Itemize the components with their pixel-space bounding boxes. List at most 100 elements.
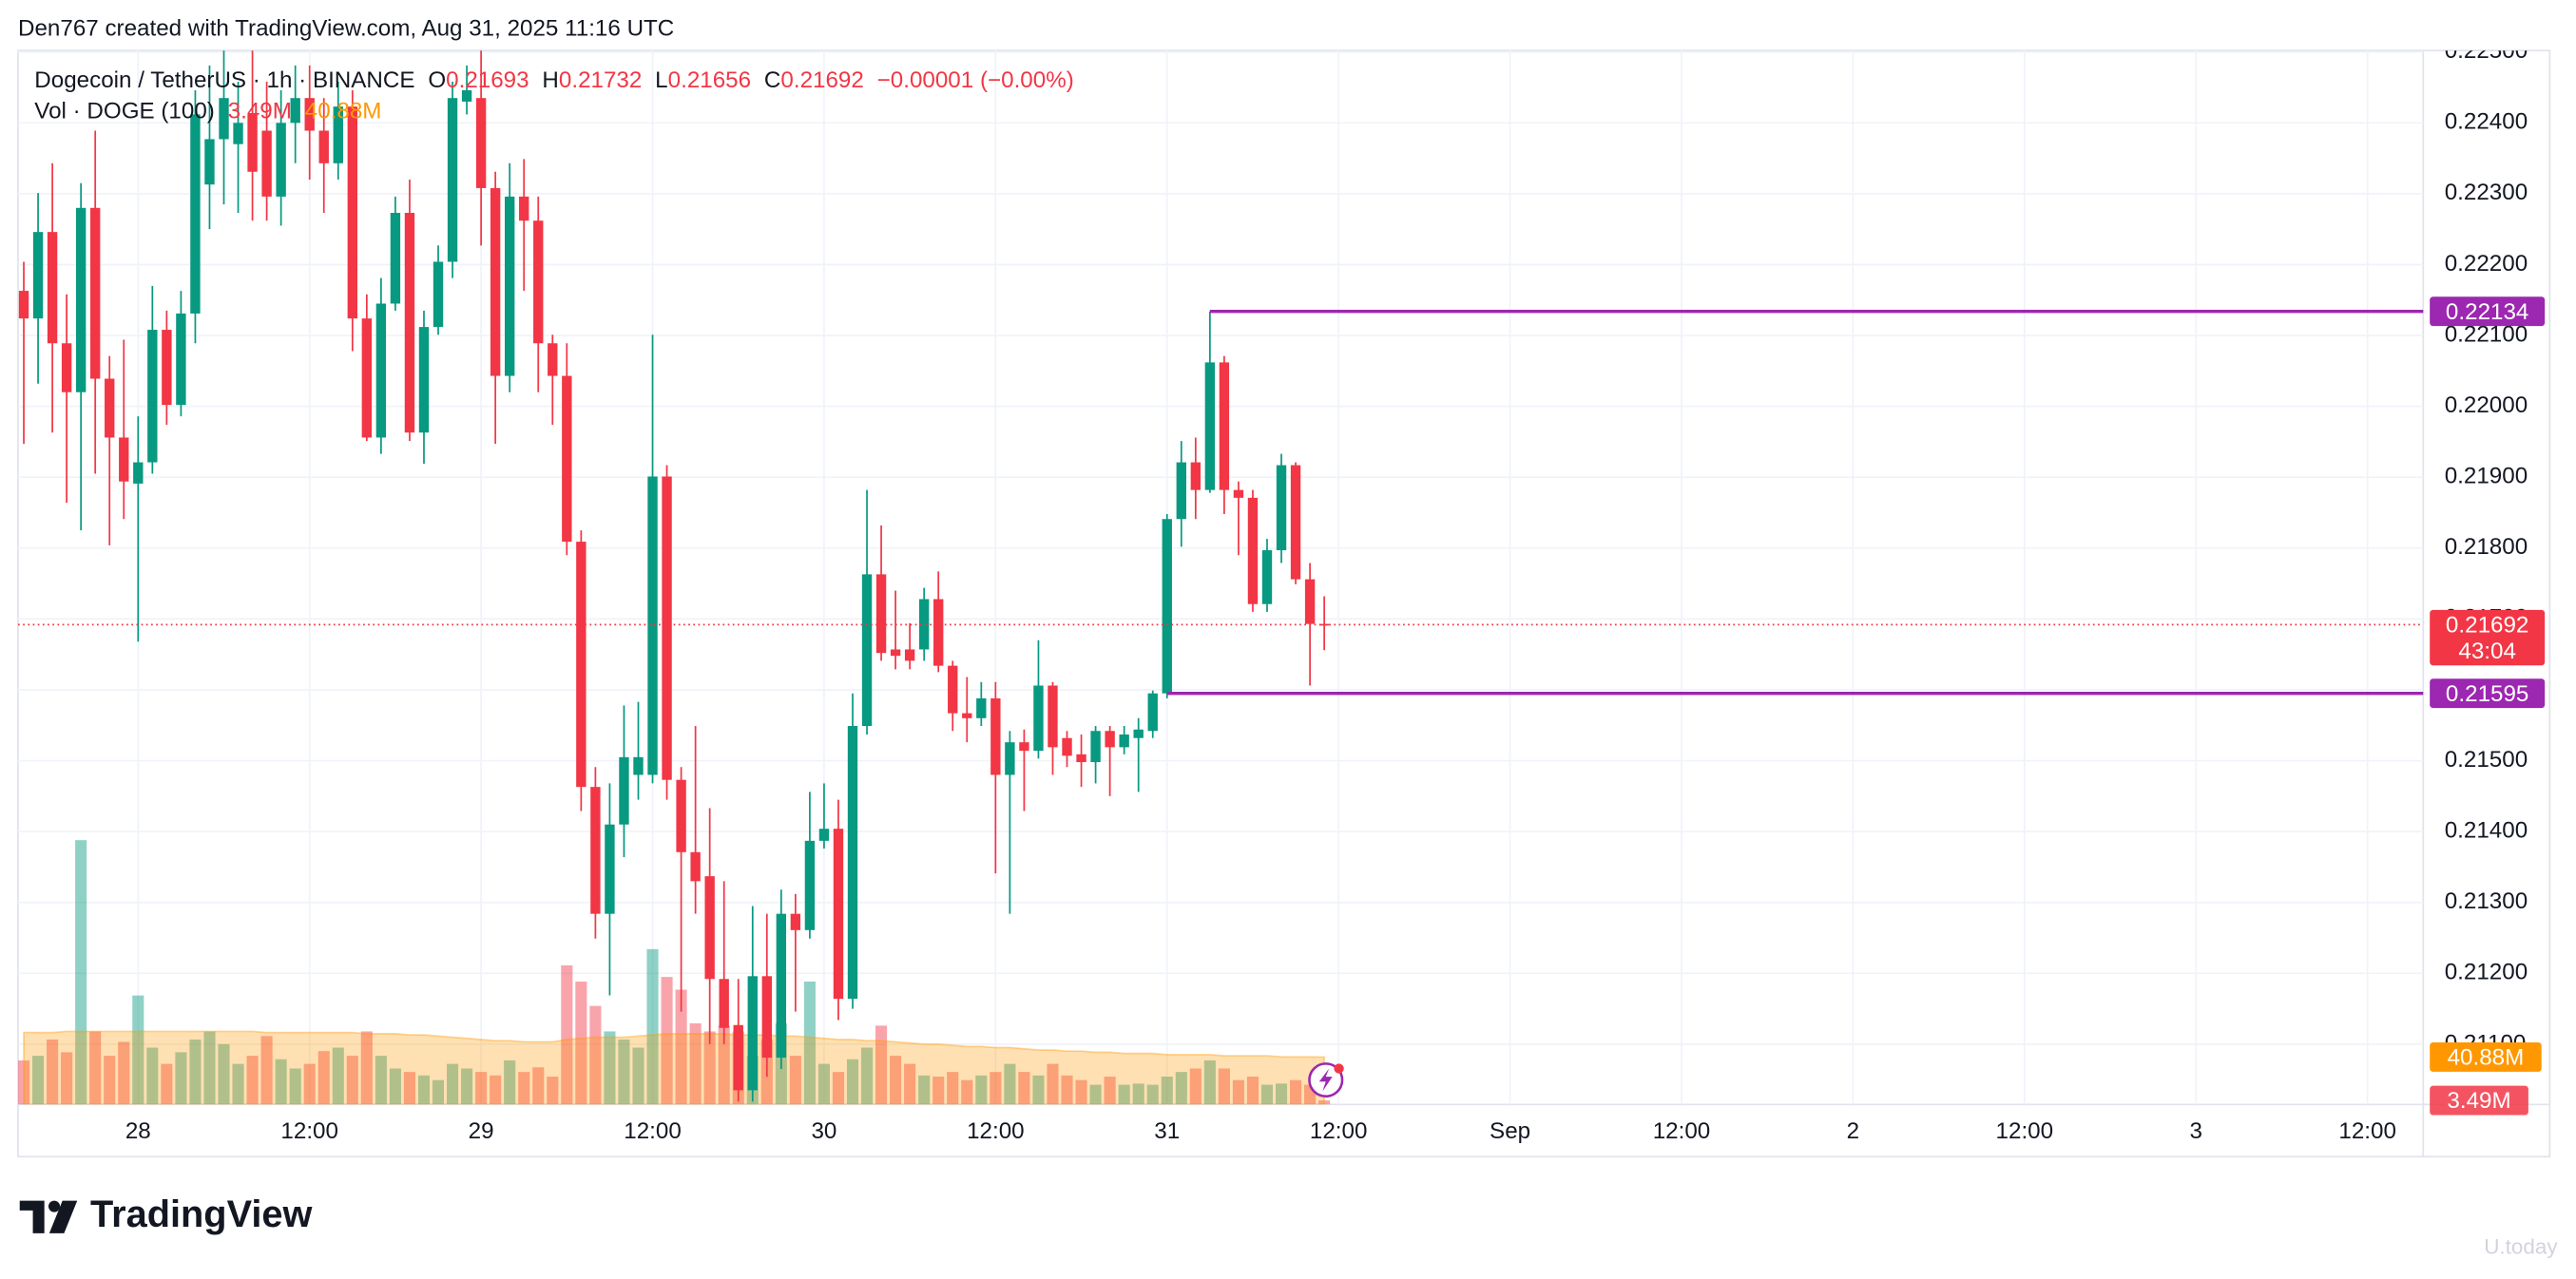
candle-body xyxy=(18,291,29,319)
candles xyxy=(18,50,1330,1102)
volume-bar xyxy=(961,1079,973,1105)
volume-bar xyxy=(289,1068,301,1105)
volume-bar xyxy=(589,1005,602,1105)
ohlc-letter: O xyxy=(428,67,446,93)
volume-bar xyxy=(447,1063,459,1105)
x-tick-label: 2 xyxy=(1847,1118,1859,1144)
volume-bar xyxy=(89,1031,102,1105)
candle-body xyxy=(662,476,672,780)
volume-bar xyxy=(375,1056,387,1105)
volume-bar xyxy=(575,981,587,1105)
x-tick-label: 12:00 xyxy=(624,1118,682,1144)
volume-bar xyxy=(703,1031,716,1105)
volume-bar xyxy=(232,1063,244,1105)
replay-icon[interactable] xyxy=(1308,1062,1344,1098)
candle-body xyxy=(490,187,501,376)
ohlc-letter: H xyxy=(542,67,558,93)
candle-body xyxy=(90,207,101,379)
y-tick-label: 0.22200 xyxy=(2445,251,2528,277)
candle-body xyxy=(1261,550,1273,604)
candle-body xyxy=(690,851,701,882)
logo-t xyxy=(19,1200,45,1233)
candle-body xyxy=(533,220,544,344)
candle-body xyxy=(1219,362,1230,490)
volume-bar xyxy=(860,1047,874,1105)
candle-body xyxy=(719,979,729,1028)
candle-body xyxy=(204,139,215,185)
volume-bar xyxy=(947,1072,959,1105)
candle-body xyxy=(318,130,329,163)
y-tick-label: 0.22000 xyxy=(2445,392,2528,418)
candle-body xyxy=(548,343,558,376)
volume-bar xyxy=(632,1047,644,1105)
volume-bar xyxy=(561,964,573,1105)
volume-bar xyxy=(1175,1072,1187,1105)
candle-body xyxy=(105,378,115,438)
volume-bar xyxy=(218,1043,230,1105)
ohlc-value: 0.21692 xyxy=(780,67,863,93)
x-tick-label: 31 xyxy=(1154,1118,1180,1144)
ohlc-letter: L xyxy=(655,67,667,93)
ohlc-value: 0.21693 xyxy=(446,67,529,93)
ohlc-value: 0.21656 xyxy=(668,67,751,93)
candle-body xyxy=(361,318,373,438)
volume-bar xyxy=(547,1077,559,1105)
candle-body xyxy=(418,327,430,433)
candle-body xyxy=(933,599,944,666)
x-tick-label: Sep xyxy=(1490,1118,1530,1144)
volume-bar xyxy=(918,1075,931,1105)
candle-body xyxy=(162,330,172,406)
volume-bar xyxy=(604,1031,616,1105)
candle-body xyxy=(1133,729,1144,738)
candle-body xyxy=(1033,685,1044,752)
candle-body xyxy=(147,330,158,463)
x-tick-label: 12:00 xyxy=(1310,1118,1368,1144)
volume-bar xyxy=(132,995,144,1105)
candle-body xyxy=(976,697,987,718)
x-tick-label: 12:00 xyxy=(1996,1118,2054,1144)
candle-body xyxy=(333,106,343,163)
volume-bar xyxy=(1232,1079,1244,1105)
symbol-name: Dogecoin / TetherUS · 1h · BINANCE xyxy=(34,67,414,93)
x-tick-label: 12:00 xyxy=(1653,1118,1711,1144)
icon-bolt xyxy=(1318,1068,1333,1092)
price-axis: 0.225000.224000.223000.222000.221000.220… xyxy=(2445,50,2528,1056)
logo-slash xyxy=(48,1200,78,1233)
candle-body xyxy=(1247,497,1259,604)
volume-bar xyxy=(1104,1077,1116,1105)
candle-body xyxy=(447,98,458,262)
volume-bar xyxy=(275,1059,287,1105)
volume-value: 3.49M xyxy=(228,99,292,124)
candle-body xyxy=(647,476,658,775)
candle-body xyxy=(133,462,144,484)
candle-body xyxy=(304,98,315,131)
volume-bar xyxy=(246,1056,259,1105)
candle-body xyxy=(119,437,129,482)
candle-body xyxy=(747,976,758,1091)
time-axis: 28 12:00 29 12:00 30 12:00 31 12:00 Sep 12:00 2 12:… xyxy=(125,1118,2396,1144)
x-tick-label: 12:00 xyxy=(2338,1118,2396,1144)
logo-dot xyxy=(48,1200,61,1212)
candle-body xyxy=(904,649,915,661)
candle-body xyxy=(390,213,401,304)
volume-bar xyxy=(789,1056,801,1105)
volume-bar xyxy=(118,1041,130,1105)
candle-body xyxy=(505,196,515,376)
candle-body xyxy=(276,123,286,197)
candle-body xyxy=(990,697,1001,775)
candle-body xyxy=(818,829,830,841)
volume-bar xyxy=(475,1072,488,1105)
candle-body xyxy=(519,196,529,221)
candle-body xyxy=(1105,731,1115,748)
y-tick-label: 0.21800 xyxy=(2445,534,2528,560)
y-tick-label: 0.21500 xyxy=(2445,747,2528,773)
volume-bar xyxy=(403,1072,415,1105)
volume-ma-area xyxy=(23,1030,1326,1105)
icon-dot xyxy=(1334,1063,1344,1074)
candle-body xyxy=(1176,462,1186,520)
volume-bar xyxy=(1061,1075,1073,1105)
volume-bar xyxy=(417,1075,431,1105)
volume-bar xyxy=(932,1077,945,1105)
candle-body xyxy=(1304,579,1316,624)
